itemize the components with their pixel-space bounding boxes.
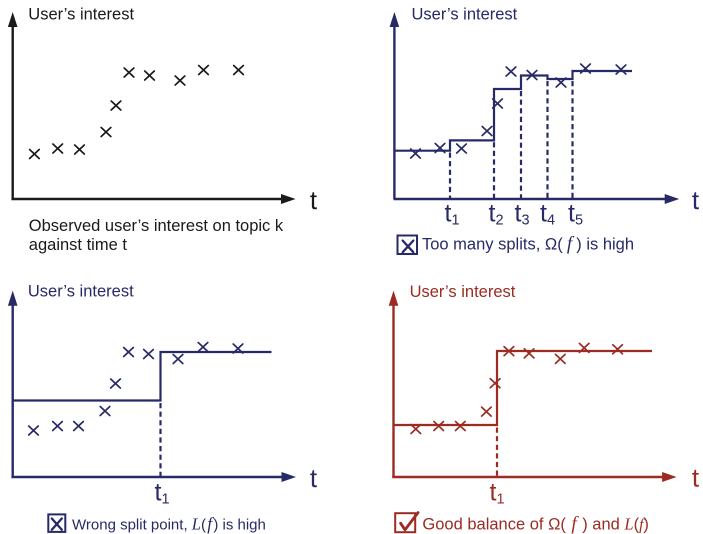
svg-text:User’s interest: User’s interest bbox=[28, 5, 134, 23]
svg-text:Wrong split point, L( f ) is h: Wrong split point, L( f ) is high bbox=[72, 514, 266, 534]
svg-text:t: t bbox=[692, 463, 700, 493]
svg-text:t1: t1 bbox=[490, 479, 505, 508]
svg-text:User’s interest: User’s interest bbox=[410, 283, 516, 301]
svg-text:against time t: against time t bbox=[29, 236, 128, 254]
svg-text:t2: t2 bbox=[489, 200, 504, 229]
svg-text:t: t bbox=[310, 463, 318, 493]
svg-text:User’s interest: User’s interest bbox=[28, 283, 134, 301]
svg-text:t3: t3 bbox=[515, 200, 530, 229]
svg-text:t: t bbox=[310, 185, 318, 215]
svg-text:t1: t1 bbox=[155, 479, 170, 508]
svg-text:User’s interest: User’s interest bbox=[412, 5, 518, 23]
svg-text:t: t bbox=[692, 185, 700, 215]
svg-text:Good balance of Ω( f ) a: Good balance of Ω( f ) and L(f) bbox=[422, 514, 649, 534]
svg-text:t1: t1 bbox=[445, 200, 460, 229]
svg-text:t5: t5 bbox=[568, 200, 583, 229]
svg-text:Observed user’s interest on to: Observed user’s interest on topic k bbox=[29, 217, 284, 235]
svg-text:t4: t4 bbox=[540, 200, 555, 229]
svg-text:Too many splits, Ω( f ) is: Too many splits, Ω( f ) is high bbox=[422, 234, 634, 255]
